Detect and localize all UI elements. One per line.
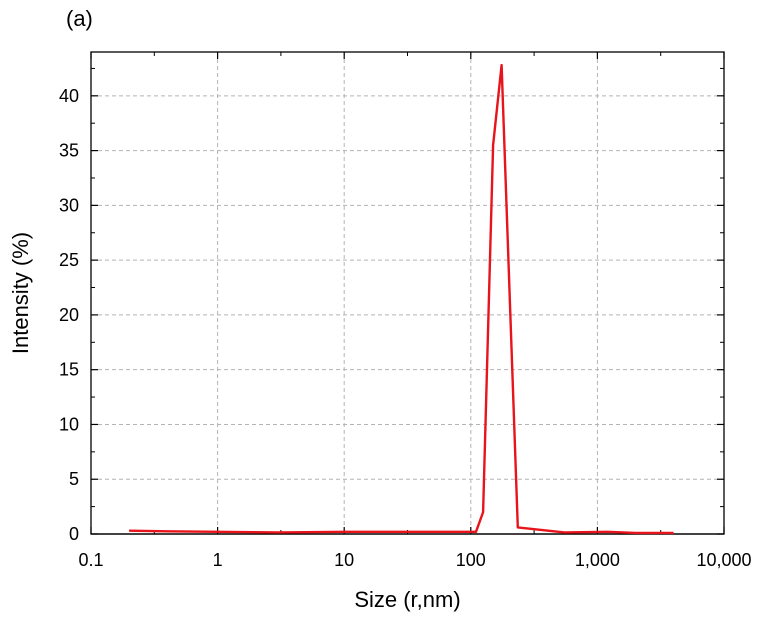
y-axis-label: Intensity (%) [8,232,33,354]
panel-label: (a) [66,6,93,31]
plot-frame [90,51,725,535]
x-tick-label: 1 [213,550,223,570]
x-tick-label: 10,000 [696,550,751,570]
x-tick-label: 10 [334,550,354,570]
y-tick-label: 35 [59,141,79,161]
y-tick-label: 0 [69,524,79,544]
axis-ticks [90,52,725,535]
y-tick-label: 5 [69,469,79,489]
axis-tick-labels: 0.1 1 10 100 1,000 10,000 0 5 10 15 20 25 30 35 40 [59,86,752,570]
y-tick-label: 25 [59,250,79,270]
grid-lines [91,52,724,535]
y-tick-label: 15 [59,360,79,380]
y-tick-label: 40 [59,86,79,106]
x-tick-label: 1,000 [575,550,620,570]
x-tick-label: 0.1 [78,550,103,570]
y-tick-label: 30 [59,195,79,215]
intensity-series-line [129,63,674,535]
x-tick-label: 100 [456,550,486,570]
y-tick-label: 10 [59,414,79,434]
data-series [129,63,674,535]
y-tick-label: 20 [59,305,79,325]
x-axis-label: Size (r,nm) [354,587,460,612]
